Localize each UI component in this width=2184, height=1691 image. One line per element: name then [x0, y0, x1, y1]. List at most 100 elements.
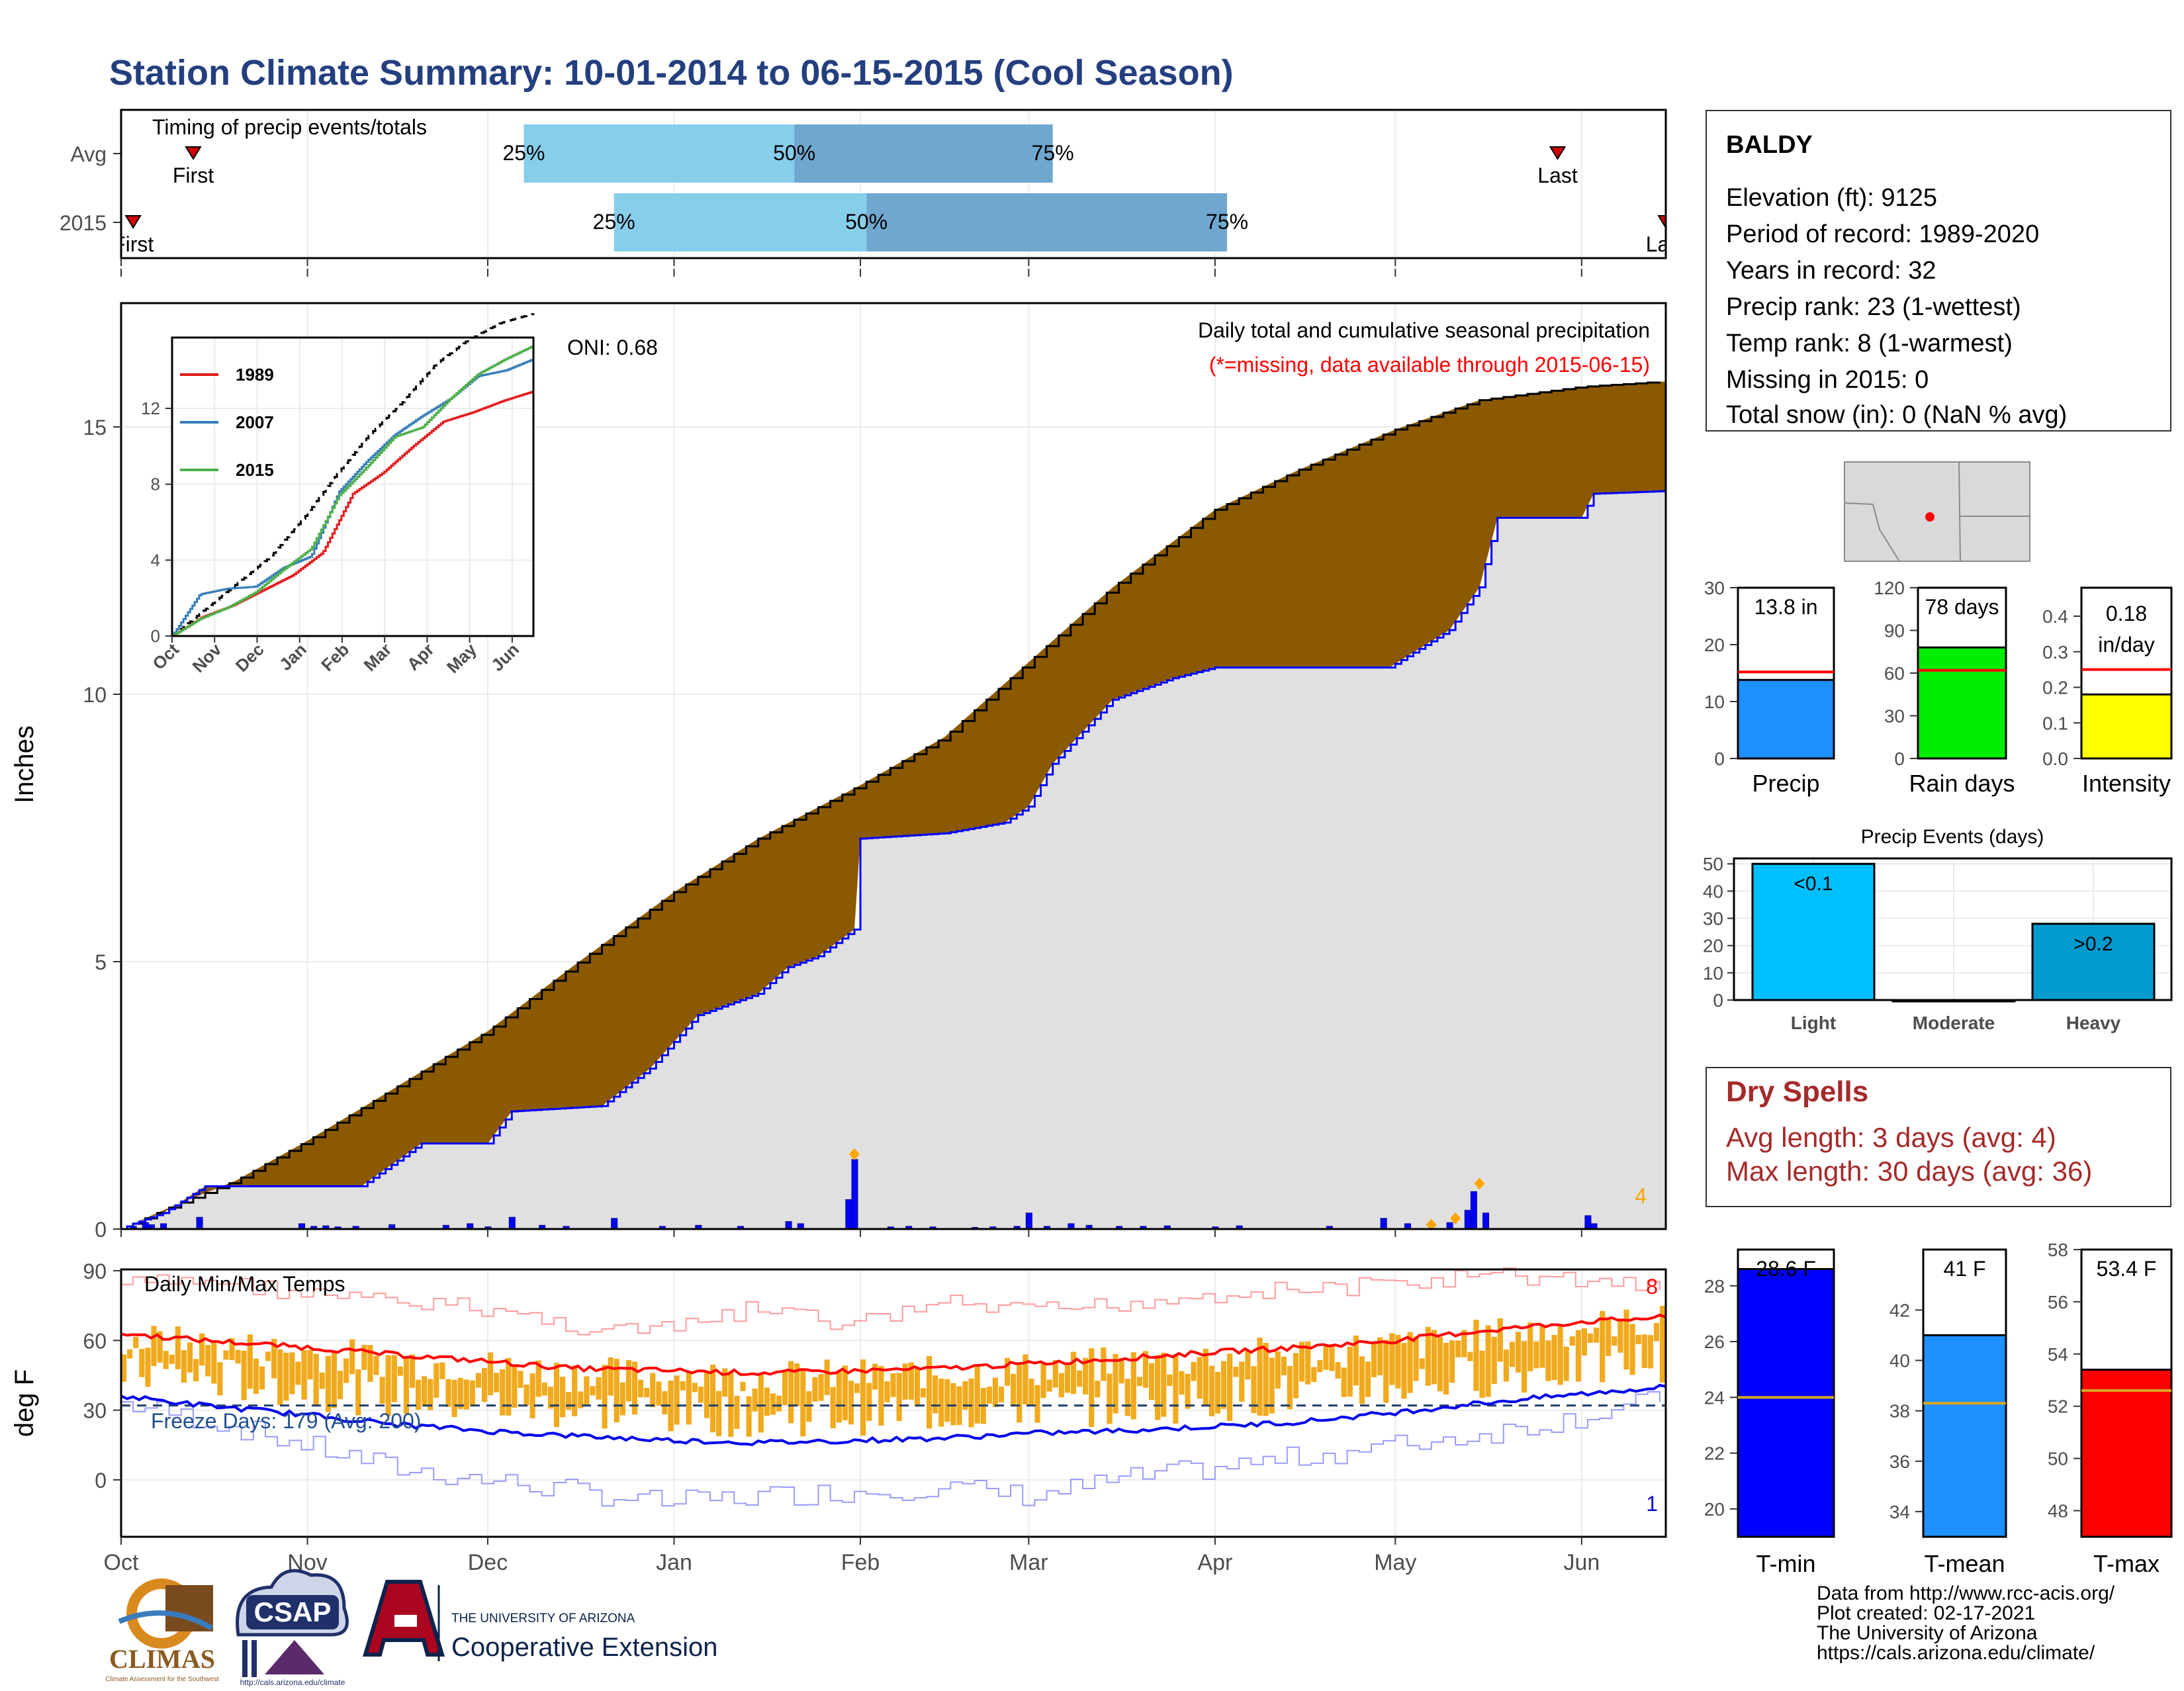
small-bar-value-label: 78 days — [1925, 595, 1999, 619]
daily-temp-bar — [523, 1384, 529, 1406]
daily-temp-bar — [1173, 1354, 1179, 1424]
dry-spells-box — [1706, 1067, 2171, 1207]
daily-temp-bar — [151, 1326, 157, 1367]
daily-temp-bar — [794, 1363, 800, 1406]
mask — [1666, 109, 1693, 259]
dry-spells-title: Dry Spells — [1726, 1075, 1869, 1108]
daily-temp-bar — [1545, 1340, 1551, 1381]
daily-temp-bar — [494, 1373, 500, 1393]
daily-temp-bar — [1233, 1367, 1239, 1377]
small-bar-ytick-label: 48 — [2048, 1501, 2068, 1522]
missing-marker — [1450, 1212, 1461, 1224]
daily-temp-bar — [1635, 1334, 1641, 1344]
daily-temp-bar — [830, 1387, 836, 1429]
precip-ytick-label: 15 — [83, 416, 107, 439]
daily-temp-bar — [403, 1357, 410, 1414]
station-line: Precip rank: 23 (1-wettest) — [1726, 293, 2021, 321]
daily-temp-bar — [680, 1381, 686, 1391]
month-tick-label: Mar — [1009, 1550, 1048, 1575]
daily-temp-bar — [1557, 1325, 1563, 1385]
temp-bg — [121, 1269, 1666, 1537]
daily-temp-bar — [914, 1367, 920, 1407]
daily-temp-bar — [662, 1391, 668, 1415]
daily-temp-bar — [776, 1395, 782, 1412]
daily-temp-bar — [211, 1342, 217, 1384]
daily-temp-bar — [1509, 1342, 1516, 1367]
daily-temp-bar — [529, 1373, 535, 1418]
daily-temp-bar — [619, 1382, 625, 1416]
daily-temp-bar — [500, 1369, 506, 1416]
climas-logo-subtext: Climate Assessment for the Southwest — [105, 1676, 218, 1683]
daily-temp-bar — [752, 1389, 758, 1412]
daily-precip-bar — [1482, 1212, 1490, 1230]
daily-temp-bar — [710, 1364, 716, 1433]
month-tick-label: May — [1374, 1550, 1416, 1575]
csap-mountain-icon — [265, 1640, 324, 1674]
precip-ylabel: Inches — [10, 725, 39, 803]
small-bar-ytick-label: 24 — [1704, 1387, 1725, 1408]
small-bar-ytick-label: 26 — [1704, 1332, 1725, 1352]
daily-precip-bar — [196, 1216, 203, 1230]
daily-temp-bar — [1052, 1359, 1058, 1388]
record-max-line — [121, 1267, 1661, 1336]
oni-label: ONI: 0.68 — [567, 336, 658, 359]
events-bar-label: <0.1 — [1794, 873, 1833, 895]
daily-temp-bar — [1551, 1334, 1557, 1381]
daily-temp-bar — [1083, 1357, 1089, 1394]
small-bar-ytick-label: 0.1 — [2042, 713, 2068, 733]
daily-temp-bar — [1479, 1350, 1485, 1398]
daily-temp-bar — [1118, 1358, 1124, 1384]
daily-temp-bar — [824, 1359, 830, 1395]
daily-temp-bar — [1594, 1327, 1600, 1343]
station-info-box — [1706, 110, 2171, 432]
daily-temp-bar — [962, 1381, 968, 1410]
events-category-label: Heavy — [2066, 1013, 2121, 1033]
daily-temp-bar — [746, 1396, 752, 1437]
daily-temp-bar — [1275, 1351, 1281, 1389]
daily-temp-bar — [1473, 1320, 1479, 1391]
timing-title: Timing of precip events/totals — [152, 115, 427, 139]
inset-bg — [172, 338, 533, 636]
year-cumulative-area — [121, 490, 1666, 1230]
precip-ytick-label: 5 — [95, 950, 107, 974]
small-bar-ytick-label: 42 — [1889, 1300, 1910, 1320]
small-bar-rain_days: 0 30 60 90 120 78 days Rain days — [1874, 578, 2015, 797]
daily-temp-bar — [1371, 1342, 1377, 1377]
daily-temp-bar — [229, 1338, 235, 1361]
daily-temp-bar — [998, 1387, 1005, 1402]
daily-temp-bar — [1148, 1363, 1155, 1400]
credit-line: The University of Arizona — [1817, 1622, 2038, 1644]
daily-temp-bar — [1329, 1344, 1335, 1371]
daily-temp-bar — [422, 1376, 428, 1407]
daily-temp-bar — [704, 1372, 710, 1418]
daily-temp-bar — [1064, 1364, 1071, 1393]
inset-ytick-label: 0 — [151, 626, 160, 646]
events-ytick-label: 10 — [1703, 963, 1723, 983]
daily-temp-bar — [1167, 1374, 1173, 1387]
daily-temp-bar — [758, 1374, 764, 1433]
daily-temp-bar — [1612, 1336, 1617, 1346]
daily-temp-bar — [602, 1364, 608, 1429]
daily-temp-bar — [625, 1359, 632, 1402]
events-bar-label: >0.2 — [2073, 933, 2113, 955]
csap-url-text: http://cals.arizona.edu/climate — [240, 1678, 345, 1687]
temp-title: Daily Min/Max Temps — [144, 1272, 345, 1296]
daily-temp-bar — [439, 1362, 445, 1379]
daily-temp-bar — [572, 1365, 578, 1416]
daily-temp-bar — [1136, 1377, 1142, 1387]
temp-frame — [120, 1268, 1667, 1538]
daily-temp-bar — [608, 1357, 614, 1396]
daily-temp-bar — [283, 1352, 289, 1401]
daily-temp-bar — [644, 1387, 650, 1398]
daily-precip-bar — [845, 1199, 852, 1230]
logo-row: CLIMAS Climate Assessment for the Southwe… — [105, 1569, 717, 1687]
first-marker — [124, 215, 142, 229]
precip-frame — [120, 302, 1667, 1230]
inset-legend-label: 2015 — [236, 460, 274, 480]
small-bar-value-label: 28.6 F — [1756, 1257, 1816, 1281]
daily-temp-bar — [1653, 1322, 1660, 1342]
daily-temp-bar — [578, 1391, 584, 1408]
daily-temp-bar — [854, 1383, 860, 1393]
daily-temp-bar — [265, 1351, 271, 1361]
daily-temp-bar — [1179, 1371, 1185, 1395]
